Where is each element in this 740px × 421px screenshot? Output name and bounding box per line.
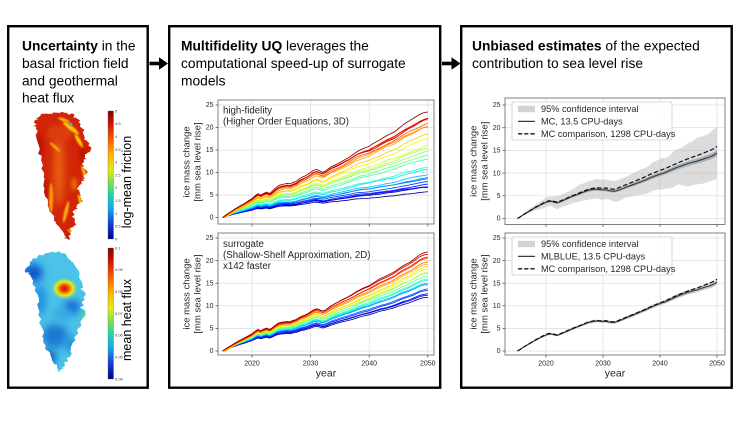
svg-text:2040: 2040	[652, 361, 668, 368]
svg-text:Uncertainty in the: Uncertainty in the	[22, 39, 136, 54]
svg-text:0.1: 0.1	[115, 245, 121, 250]
svg-text:0: 0	[497, 216, 501, 223]
svg-text:0.04: 0.04	[115, 376, 124, 381]
svg-text:15: 15	[493, 280, 501, 287]
svg-text:25: 25	[493, 102, 501, 109]
svg-text:20: 20	[206, 258, 214, 265]
svg-text:0.5: 0.5	[115, 224, 121, 229]
svg-text:0.08: 0.08	[115, 289, 124, 294]
svg-text:25: 25	[493, 235, 501, 242]
svg-text:3: 3	[115, 160, 118, 165]
svg-text:year: year	[605, 368, 626, 380]
svg-text:ice mass change: ice mass change	[469, 258, 480, 329]
svg-text:ice mass change: ice mass change	[182, 126, 193, 197]
svg-text:3.5: 3.5	[115, 147, 121, 152]
svg-text:5: 5	[497, 193, 501, 200]
svg-text:Unbiased estimates of the expe: Unbiased estimates of the expected	[472, 39, 700, 54]
svg-text:1.5: 1.5	[115, 198, 121, 203]
svg-text:2050: 2050	[420, 361, 436, 368]
svg-text:computational speed-up of surr: computational speed-up of surrogate	[181, 56, 406, 71]
svg-text:(Shallow-Shelf Approximation,: (Shallow-Shelf Approximation, 2D)	[223, 250, 371, 261]
svg-text:5: 5	[210, 326, 214, 333]
svg-text:0: 0	[115, 236, 118, 241]
svg-text:log-mean friction: log-mean friction	[120, 136, 134, 228]
svg-text:2030: 2030	[303, 361, 319, 368]
svg-text:10: 10	[493, 303, 501, 310]
svg-text:20: 20	[206, 125, 214, 132]
svg-text:95% confidence interval: 95% confidence interval	[541, 239, 639, 249]
svg-text:MC comparison, 1298 CPU-days: MC comparison, 1298 CPU-days	[541, 129, 676, 139]
svg-text:basal friction field: basal friction field	[22, 56, 129, 71]
svg-text:Multifidelity UQ leverages the: Multifidelity UQ leverages the	[181, 39, 369, 54]
svg-text:0.06: 0.06	[115, 333, 124, 338]
svg-text:ice mass change: ice mass change	[182, 258, 193, 329]
svg-text:x142 faster: x142 faster	[223, 261, 272, 272]
svg-text:15: 15	[493, 148, 501, 155]
svg-text:ice mass change: ice mass change	[469, 126, 480, 197]
svg-text:5: 5	[115, 108, 118, 113]
svg-text:0: 0	[210, 215, 214, 222]
svg-text:2020: 2020	[538, 361, 554, 368]
svg-text:2040: 2040	[361, 361, 377, 368]
svg-text:0.07: 0.07	[115, 311, 124, 316]
svg-text:surrogate: surrogate	[223, 239, 264, 250]
svg-text:95% confidence interval: 95% confidence interval	[541, 104, 639, 114]
svg-text:MC, 13.5 CPU-days: MC, 13.5 CPU-days	[541, 117, 623, 127]
svg-text:0.09: 0.09	[115, 267, 124, 272]
svg-text:high-fidelity: high-fidelity	[223, 106, 272, 117]
svg-text:10: 10	[206, 170, 214, 177]
svg-text:2: 2	[115, 185, 118, 190]
svg-text:4.5: 4.5	[115, 121, 121, 126]
svg-text:MLBLUE, 13.5 CPU-days: MLBLUE, 13.5 CPU-days	[541, 252, 646, 262]
svg-text:heat flux: heat flux	[22, 91, 74, 106]
svg-text:10: 10	[206, 303, 214, 310]
svg-text:25: 25	[206, 102, 214, 109]
svg-text:15: 15	[206, 147, 214, 154]
svg-text:1: 1	[115, 211, 118, 216]
svg-text:and geothermal: and geothermal	[22, 73, 118, 88]
svg-text:[mm sea level rise]: [mm sea level rise]	[193, 254, 204, 333]
svg-text:0: 0	[497, 348, 501, 355]
svg-text:15: 15	[206, 280, 214, 287]
svg-text:2.5: 2.5	[115, 172, 121, 177]
svg-text:mean heat flux: mean heat flux	[120, 278, 134, 361]
svg-text:5: 5	[497, 326, 501, 333]
svg-text:year: year	[316, 368, 337, 380]
svg-text:10: 10	[493, 170, 501, 177]
svg-text:25: 25	[206, 235, 214, 242]
svg-text:0: 0	[210, 348, 214, 355]
svg-text:MC comparison, 1298 CPU-days: MC comparison, 1298 CPU-days	[541, 264, 676, 274]
svg-text:2020: 2020	[244, 361, 260, 368]
svg-text:(Higher Order Equations, 3D): (Higher Order Equations, 3D)	[223, 117, 349, 128]
svg-text:20: 20	[493, 258, 501, 265]
svg-text:models: models	[181, 73, 226, 88]
svg-text:5: 5	[210, 192, 214, 199]
svg-text:[mm sea level rise]: [mm sea level rise]	[193, 122, 204, 201]
svg-text:[mm sea level rise]: [mm sea level rise]	[480, 122, 491, 201]
svg-text:20: 20	[493, 125, 501, 132]
svg-text:0.05: 0.05	[115, 355, 124, 360]
svg-text:[mm sea level rise]: [mm sea level rise]	[480, 254, 491, 333]
svg-text:2050: 2050	[709, 361, 725, 368]
svg-text:contribution to sea level rise: contribution to sea level rise	[472, 56, 643, 71]
svg-text:4: 4	[115, 134, 118, 139]
svg-text:2030: 2030	[595, 361, 611, 368]
